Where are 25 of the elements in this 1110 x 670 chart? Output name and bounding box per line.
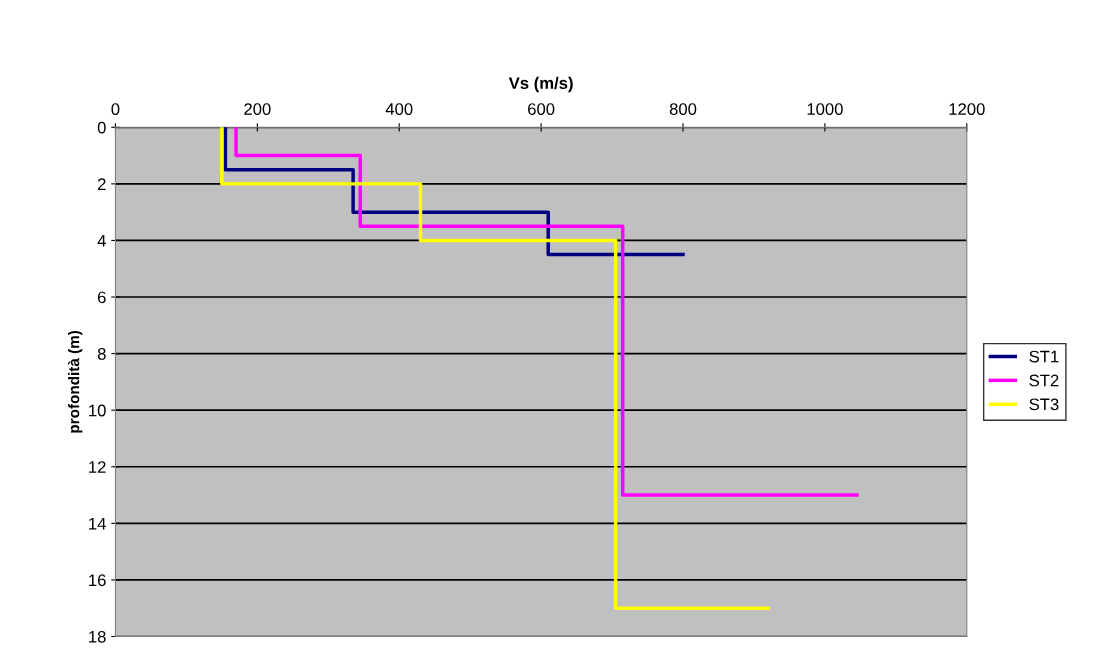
legend-label: ST3 — [1029, 398, 1059, 411]
y-tick-label: 2 — [97, 178, 106, 190]
x-axis-title: Vs (m/s) — [508, 76, 573, 93]
y-tick-label: 10 — [89, 404, 106, 417]
y-tick-label: 0 — [97, 121, 106, 134]
legend-label: ST1 — [1029, 350, 1059, 363]
y-tick-label: 18 — [89, 630, 106, 643]
y-tick-label: 14 — [89, 517, 106, 530]
legend-label: ST2 — [1029, 374, 1059, 387]
x-tick-label: 1000 — [807, 103, 843, 115]
y-tick-label: 4 — [97, 235, 106, 247]
line-series — [223, 127, 685, 257]
line-series — [220, 127, 770, 610]
x-tick-label: 1200 — [949, 103, 985, 115]
x-tick-label: 800 — [669, 103, 697, 115]
y-tick-label: 12 — [89, 461, 106, 473]
y-tick-label: 6 — [97, 291, 106, 304]
line-series — [234, 127, 859, 497]
y-tick-label: 8 — [97, 348, 106, 360]
y-axis-title: profondità (m) — [67, 330, 83, 433]
x-tick-label: 0 — [111, 103, 120, 115]
x-tick-label: 400 — [385, 103, 413, 115]
y-tick-label: 16 — [89, 574, 106, 587]
x-tick-label: 600 — [528, 103, 555, 115]
x-tick-label: 200 — [244, 103, 271, 115]
